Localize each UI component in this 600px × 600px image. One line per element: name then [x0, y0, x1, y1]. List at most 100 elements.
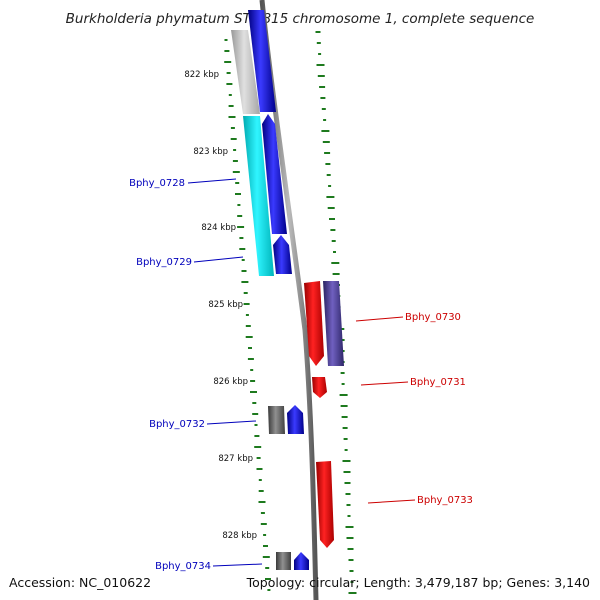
gc-skew-mark	[252, 402, 257, 404]
scale-tick-label: 825 kbp	[208, 300, 243, 310]
gc-skew-mark	[325, 163, 331, 165]
gene-labels: Bphy_0728 Bphy_0729 Bphy_0730 Bphy_0731 …	[129, 178, 473, 572]
gc-skew-mark	[330, 229, 336, 231]
gc-skew-mark	[247, 358, 254, 360]
gc-skew-mark	[265, 578, 271, 580]
gene-feature-bphy-0729	[273, 235, 292, 274]
gc-skew-mark	[254, 435, 260, 437]
gc-skew-mark	[241, 259, 245, 261]
gc-skew-mark	[265, 567, 270, 569]
gc-skew-mark	[340, 405, 348, 407]
scale-tick-label: 823 kbp	[193, 147, 228, 157]
gc-skew-mark	[263, 545, 268, 547]
gc-skew-mark	[254, 424, 258, 426]
gene-feature-gray-0734	[276, 552, 291, 570]
gc-skew-mark	[228, 94, 232, 96]
gene-label-bphy-0728[interactable]: Bphy_0728	[129, 178, 185, 189]
gc-skew-mark	[250, 391, 257, 393]
scale-tick-label: 822 kbp	[184, 70, 219, 80]
gene-feature-silver	[231, 30, 260, 114]
gc-skew-mark	[326, 196, 335, 198]
gene-feature-blue-top	[248, 10, 276, 112]
gc-skew-mark	[245, 336, 253, 338]
gc-skew-mark	[324, 152, 331, 154]
gc-skew-mark	[258, 479, 262, 481]
gene-label-bphy-0731[interactable]: Bphy_0731	[410, 377, 466, 388]
leader-line-bphy-0733	[367, 499, 416, 504]
gc-skew-mark	[331, 240, 336, 242]
gc-skew-mark	[254, 446, 262, 448]
gc-skew-mark	[228, 116, 236, 118]
scale-tick-label: 824 kbp	[201, 223, 236, 233]
gc-skew-mark	[346, 504, 351, 506]
gene-label-bphy-0732[interactable]: Bphy_0732	[149, 419, 205, 430]
gc-skew-mark	[347, 515, 351, 517]
gc-skew-mark	[343, 438, 348, 440]
gc-skew-mark	[320, 97, 326, 99]
gc-skew-mark	[339, 394, 348, 396]
gc-skew-mark	[235, 182, 240, 184]
gc-skew-mark	[319, 86, 326, 88]
gc-skew-mark	[326, 174, 331, 176]
gc-skew-mark	[228, 105, 234, 107]
gc-skew-mark	[341, 416, 348, 418]
gene-label-bphy-0734[interactable]: Bphy_0734	[155, 561, 211, 572]
leader-line-bphy-0734	[212, 563, 263, 567]
gc-skew-mark	[230, 127, 235, 129]
accession-text: Accession: NC_010622	[9, 575, 152, 590]
gc-skew-mark	[343, 471, 351, 473]
gc-skew-mark	[345, 493, 351, 495]
gc-skew-mark	[328, 185, 332, 187]
gene-feature-bphy-0728	[262, 114, 287, 234]
scale-tick-label: 826 kbp	[213, 377, 248, 387]
gc-skew-mark	[263, 534, 267, 536]
gene-label-bphy-0730[interactable]: Bphy_0730	[405, 312, 461, 323]
gc-skew-mark	[239, 248, 246, 250]
gene-feature-bphy-0731	[312, 377, 327, 398]
leader-line-bphy-0729	[193, 256, 244, 263]
scale-ticks: 822 kbp 823 kbp 824 kbp 825 kbp 826 kbp …	[184, 70, 257, 541]
gc-skew-mark	[349, 570, 354, 572]
gc-skew-mark	[350, 581, 354, 583]
leader-line-bphy-0731	[360, 381, 409, 386]
gc-skew-mark	[321, 130, 330, 132]
gc-skew-mark	[345, 526, 354, 528]
gc-skew-mark	[235, 193, 241, 195]
gene-feature-cyan	[243, 116, 274, 276]
gc-skew-mark	[342, 460, 351, 462]
gc-skew-mark	[241, 270, 247, 272]
gc-skew-mark	[340, 372, 345, 374]
gc-skew-mark	[239, 237, 244, 239]
gene-label-bphy-0729[interactable]: Bphy_0729	[136, 257, 192, 268]
gc-skew-mark	[341, 383, 345, 385]
gc-skew-mark	[250, 369, 254, 371]
gc-skew-mark	[316, 42, 321, 44]
gc-skew-mark	[232, 171, 240, 173]
topology-text: Topology: circular; Length: 3,479,187 bp…	[246, 575, 590, 590]
gc-skew-mark	[321, 108, 326, 110]
gc-skew-mark	[346, 537, 354, 539]
gc-skew-mark	[256, 468, 263, 470]
gc-skew-track	[224, 31, 357, 594]
gene-feature-bphy-0732	[287, 405, 304, 434]
gene-feature-bphy-0730	[304, 281, 324, 366]
gc-skew-mark	[224, 50, 230, 52]
gc-skew-mark	[248, 347, 252, 349]
gc-skew-mark	[258, 501, 266, 503]
reverse-strand-features	[304, 281, 344, 548]
gene-feature-bphy-0733	[316, 461, 334, 548]
gene-label-bphy-0733[interactable]: Bphy_0733	[417, 495, 473, 506]
gc-skew-mark	[237, 215, 243, 217]
gc-skew-mark	[347, 548, 354, 550]
gc-skew-mark	[323, 119, 327, 121]
gc-skew-mark	[230, 138, 237, 140]
gc-skew-mark	[241, 281, 249, 283]
leader-line-bphy-0730	[355, 316, 404, 322]
gene-feature-slate-0730	[323, 281, 344, 366]
gc-skew-mark	[260, 512, 265, 514]
leader-line-bphy-0728	[187, 178, 237, 184]
gc-skew-mark	[243, 303, 250, 305]
forward-strand-features	[231, 10, 309, 570]
gc-skew-mark	[250, 380, 256, 382]
label-leader-lines	[187, 178, 416, 567]
